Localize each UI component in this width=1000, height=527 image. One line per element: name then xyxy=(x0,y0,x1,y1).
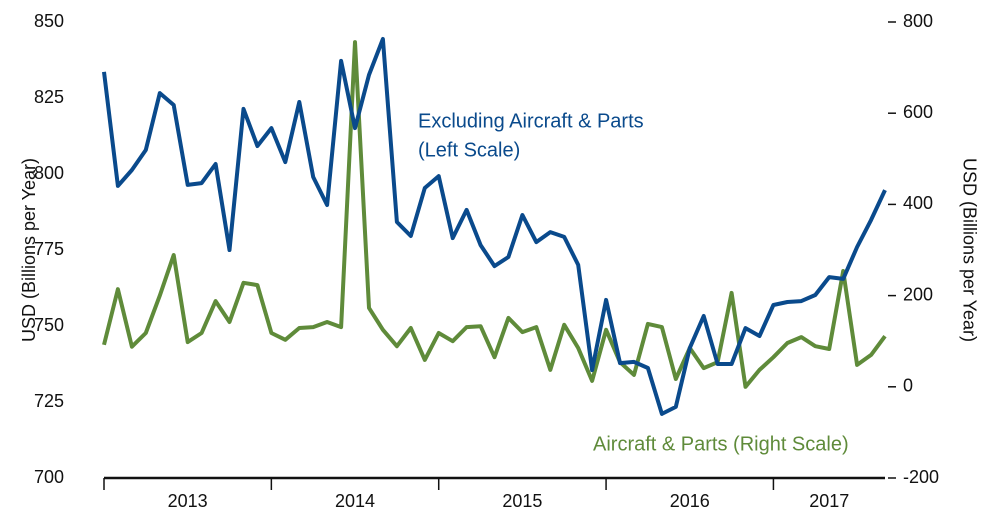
y-tick-label: 825 xyxy=(34,87,64,107)
y-tick-label: 750 xyxy=(34,315,64,335)
y2-tick-label: -200 xyxy=(903,467,939,487)
series-line xyxy=(102,40,887,389)
y2-tick-label: 400 xyxy=(903,193,933,213)
y2-axis-label: USD (Billions per Year) xyxy=(959,158,979,342)
x-tick-label: 2014 xyxy=(335,491,375,511)
y2-tick-label: 600 xyxy=(903,102,933,122)
y2-tick-label: 0 xyxy=(903,376,913,396)
y2-tick-label: 200 xyxy=(903,284,933,304)
y-tick-label: 850 xyxy=(34,11,64,31)
x-tick-label: 2015 xyxy=(502,491,542,511)
y2-tick-label: 800 xyxy=(903,11,933,31)
y-tick-label: 775 xyxy=(34,239,64,259)
y-tick-label: 700 xyxy=(34,467,64,487)
x-tick-label: 2013 xyxy=(168,491,208,511)
series-label: Aircraft & Parts (Right Scale) xyxy=(593,433,849,455)
series-line xyxy=(102,37,887,416)
y-tick-label: 800 xyxy=(34,163,64,183)
annotation: (Left Scale) xyxy=(418,139,520,161)
series-label: Excluding Aircraft & Parts xyxy=(418,110,644,132)
y-axis-label: USD (Billions per Year) xyxy=(19,158,39,342)
x-tick-label: 2016 xyxy=(670,491,710,511)
x-tick-label: 2017 xyxy=(809,491,849,511)
y-tick-label: 725 xyxy=(34,391,64,411)
